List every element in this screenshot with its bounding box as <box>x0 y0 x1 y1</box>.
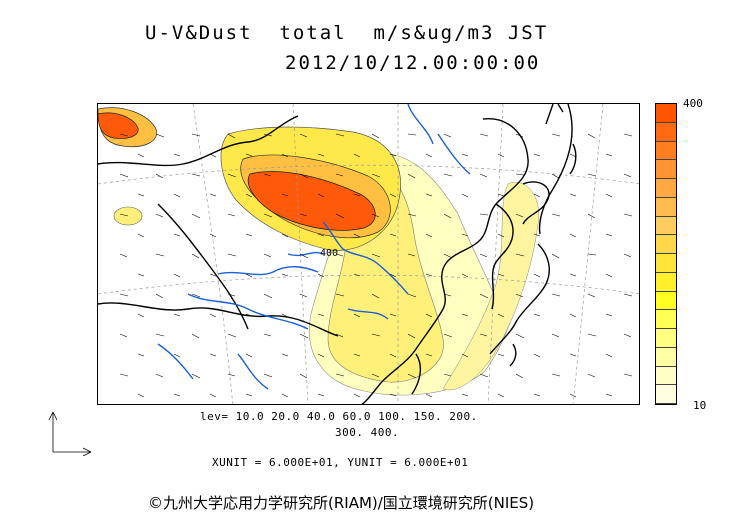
colorbar-segment <box>656 160 676 179</box>
contour-label-400: 400 <box>320 248 338 259</box>
colorbar-segment <box>656 291 676 311</box>
colorbar-min-label: 10 <box>693 399 707 412</box>
colorbar-max-label: 400 <box>683 97 703 110</box>
contour-levels-line1: lev= 10.0 20.0 40.0 60.0 100. 150. 200. <box>200 410 478 423</box>
map-title: U-V&Dust total m/s&ug/m3 JST <box>145 22 549 44</box>
wind-vectors <box>119 133 633 398</box>
dust-field <box>98 107 540 396</box>
colorbar-segment <box>656 366 676 386</box>
dust-nw-core <box>98 112 139 139</box>
colorbar-segment <box>656 216 676 236</box>
dust-map-panel: 400 <box>97 103 640 405</box>
vector-scale-icon <box>48 411 92 456</box>
contour-levels-line2: 300. 400. <box>335 426 400 439</box>
coastlines <box>98 104 577 404</box>
colorbar-segment <box>656 254 676 273</box>
rivers <box>157 104 471 390</box>
colorbar-segment <box>656 310 676 329</box>
colorbar-segment <box>656 122 676 142</box>
colorbar-segment <box>656 197 676 217</box>
colorbar-segment <box>656 272 676 292</box>
colorbar-segment <box>656 235 676 254</box>
map-timestamp: 2012/10/12.00:00:00 <box>285 52 541 74</box>
colorbar-segment <box>656 329 676 348</box>
vector-units: XUNIT = 6.000E+01, YUNIT = 6.000E+01 <box>212 456 469 469</box>
colorbar-segment <box>656 141 676 161</box>
colorbar-segment <box>656 104 676 123</box>
colorbar <box>655 103 677 405</box>
dust-japan-band <box>442 182 540 391</box>
colorbar-segment <box>656 385 676 404</box>
copyright-credit: ©九州大学応用力学研究所(RIAM)/国立環境研究所(NIES) <box>148 494 535 512</box>
dust-map-svg: 400 <box>98 104 639 404</box>
colorbar-segment <box>656 179 676 198</box>
colorbar-segment <box>656 347 676 367</box>
dust-high-core <box>247 171 376 231</box>
